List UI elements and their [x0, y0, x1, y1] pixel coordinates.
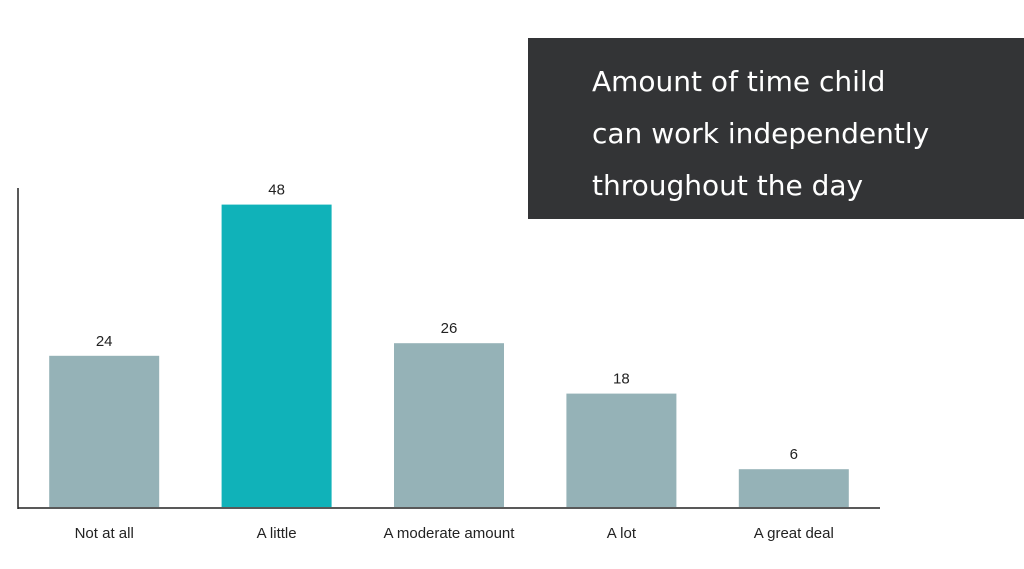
x-tick-label: Not at all: [75, 525, 134, 542]
x-tick-label: A great deal: [754, 525, 834, 542]
bar: [49, 355, 160, 507]
x-tick-label: A little: [257, 525, 297, 542]
data-label: 6: [790, 446, 798, 463]
chart-title: Amount of time child can work independen…: [592, 65, 930, 202]
bar: [738, 469, 849, 507]
data-label: 24: [96, 333, 113, 350]
bar: [394, 343, 504, 507]
title-box: Amount of time child can work independen…: [528, 38, 1024, 219]
x-tick-label: A moderate amount: [384, 525, 516, 542]
bar: [566, 393, 677, 507]
x-tick-label: A lot: [607, 525, 637, 542]
bar: [221, 204, 332, 507]
data-label: 18: [613, 371, 630, 388]
data-label: 26: [441, 320, 458, 337]
data-label: 48: [268, 182, 285, 199]
